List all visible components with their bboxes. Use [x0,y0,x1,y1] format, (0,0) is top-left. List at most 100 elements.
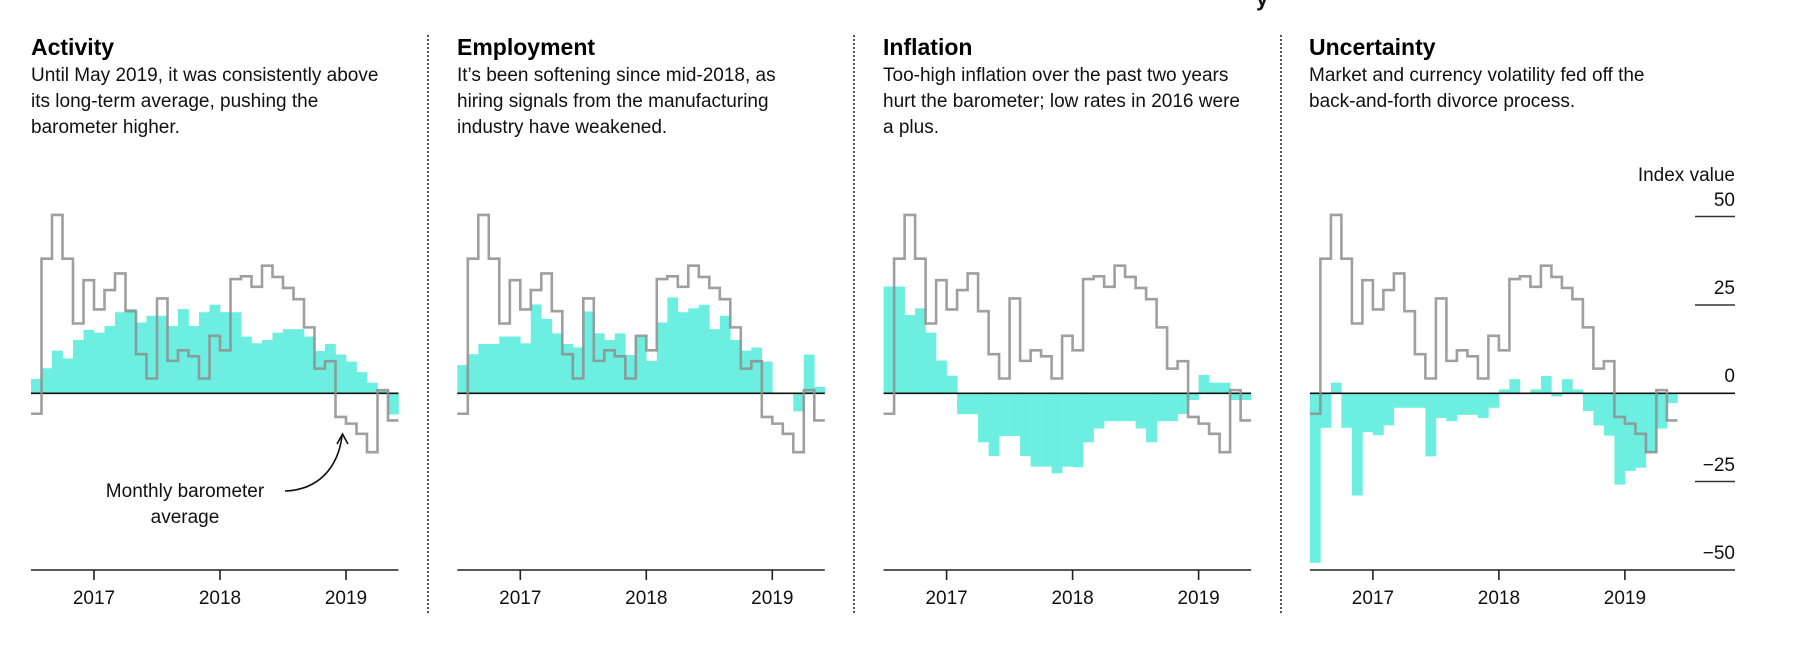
component-bar [1614,393,1626,485]
component-bar [530,304,542,394]
component-bar [1041,393,1052,467]
component-bar [1435,393,1447,418]
component-bar [94,332,105,394]
x-tick-label: 2019 [325,588,367,609]
component-bar [125,309,137,394]
component-bar [283,329,294,394]
component-bar [1393,393,1405,408]
annotation-arrow-curve [284,435,343,492]
component-bar [1167,393,1178,422]
component-bar [209,304,221,394]
component-bar [1209,382,1220,394]
panel-divider [1280,35,1282,613]
component-bar [1156,393,1168,422]
component-bar [656,322,668,394]
component-bar [604,340,616,394]
annotation-text-line2: average [151,507,220,528]
component-bar [1114,393,1126,422]
y-tick-label: −50 [1703,543,1735,564]
x-tick-label: 2017 [73,588,115,609]
x-tick-label: 2018 [199,588,241,609]
component-bar [1509,379,1521,394]
component-bar [667,297,679,394]
panel-description: Too-high inflation over the past two yea… [883,65,1240,138]
component-bar [572,347,584,394]
component-bar [541,318,553,394]
component-bar [625,354,637,394]
component-bar [146,315,158,394]
panel-chart-activity: 2017 2018 2019 [31,213,399,609]
component-bar [1135,393,1147,429]
component-bar [377,390,389,394]
component-bar [230,312,242,394]
x-tick-label: 2018 [1051,588,1093,609]
component-bar [1593,393,1605,426]
arrow-head-icon [336,432,349,445]
panel-title: Activity [31,34,115,60]
x-tick-label: 2018 [1478,588,1520,609]
component-bar [677,312,689,394]
component-bar [1467,393,1479,415]
component-bar [583,311,595,394]
x-tick-label: 2017 [499,588,541,609]
panel-uncertainty-text: Uncertainty Market and currency volatili… [1309,33,1699,115]
component-bar [1083,393,1094,443]
component-bar [388,393,399,415]
component-bar [115,312,126,394]
component-bar [1146,393,1157,443]
component-bar [1330,382,1342,394]
component-bar [1540,376,1552,394]
y-axis-title: Index value [1638,165,1735,186]
component-bar [62,358,74,394]
component-bar [635,336,647,394]
x-tick-label: 2017 [1352,588,1394,609]
component-bar [1030,393,1042,467]
barometer-step-line [31,213,399,454]
component-bar [1488,393,1500,408]
component-bar [220,312,231,394]
component-bar [688,308,700,394]
component-bar [1624,393,1636,471]
component-bar [509,336,521,394]
component-bar [488,343,500,394]
x-tick-label: 2019 [1177,588,1219,609]
panel-title: Employment [457,34,596,60]
component-bar [304,336,315,394]
component-bar [314,351,326,394]
panel-divider [853,35,855,613]
panel-title: Inflation [883,34,973,60]
component-bar [241,336,252,394]
panel-chart-employment: 2017 2018 2019 [457,213,826,609]
y-tick-label: 25 [1714,278,1735,299]
barometer-step-line [457,213,825,454]
component-bar [262,340,273,394]
component-bar [751,347,763,394]
component-bar [1020,393,1031,457]
component-bar [814,386,826,394]
component-bar [1582,393,1594,411]
component-bar [1656,393,1668,429]
component-bar [719,315,731,394]
component-bar [883,286,895,394]
y-tick-label: 0 [1724,366,1735,387]
panel-divider [427,35,429,613]
component-bar [646,360,658,394]
annotation-text-line1: Monthly barometer [106,481,265,502]
component-bar [614,333,626,394]
x-tick-label: 2017 [925,588,967,609]
component-bar [793,393,805,412]
panel-description: Until May 2019, it was consistently abov… [31,65,379,138]
component-bar [346,361,357,394]
component-bar [52,350,63,394]
component-bar [894,286,905,394]
component-bar [73,340,84,394]
component-bar [520,343,532,394]
panel-description: Market and currency volatility fed off t… [1309,65,1645,112]
component-bar [272,332,284,394]
barometer-annotation: Monthly barometer average [106,432,349,528]
component-bar [1072,393,1084,468]
component-bar [936,360,947,394]
barometer-step-line [1309,213,1678,454]
component-bar [83,329,95,394]
